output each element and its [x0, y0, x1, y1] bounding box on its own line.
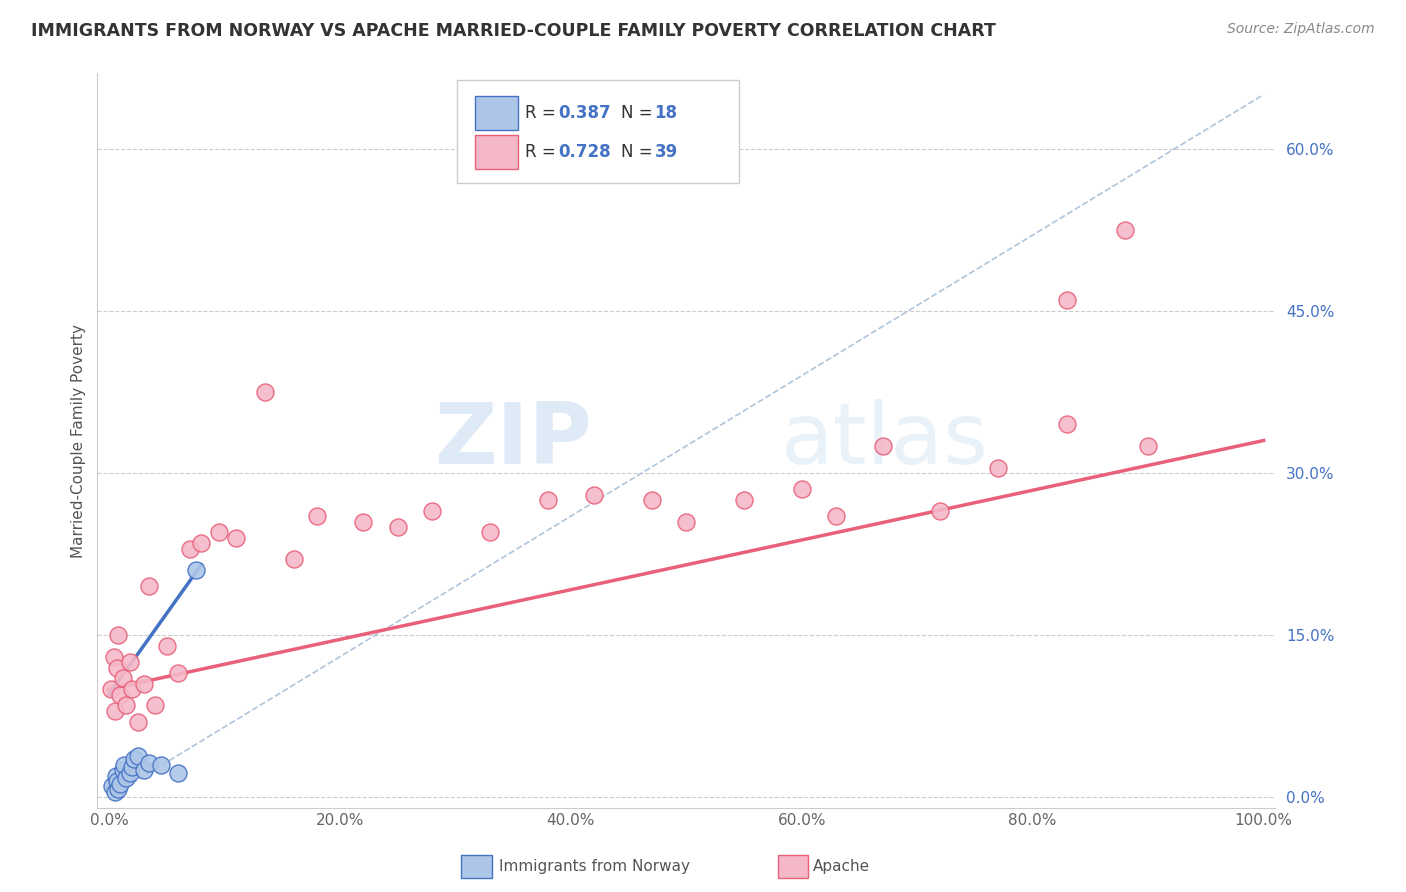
Point: [111, 764, 134, 778]
Point: [101, 780, 124, 794]
Point: [115, 698, 138, 713]
Point: [1137, 439, 1160, 453]
Point: [1114, 223, 1136, 237]
Point: [872, 439, 894, 453]
Point: [138, 756, 160, 770]
Text: IMMIGRANTS FROM NORWAY VS APACHE MARRIED-COUPLE FAMILY POVERTY CORRELATION CHART: IMMIGRANTS FROM NORWAY VS APACHE MARRIED…: [31, 22, 995, 40]
Point: [107, 628, 129, 642]
Y-axis label: Married-Couple Family Poverty: Married-Couple Family Poverty: [72, 324, 86, 558]
Point: [127, 714, 149, 729]
Text: 39: 39: [654, 144, 678, 161]
Point: [118, 655, 141, 669]
Text: 0.387: 0.387: [558, 103, 610, 121]
Point: [105, 660, 128, 674]
FancyBboxPatch shape: [457, 80, 740, 183]
Point: [112, 757, 135, 772]
Point: [100, 682, 122, 697]
Point: [104, 785, 127, 799]
Text: R =: R =: [524, 103, 561, 121]
Point: [107, 781, 129, 796]
Point: [283, 552, 305, 566]
Point: [352, 515, 374, 529]
FancyBboxPatch shape: [475, 135, 517, 169]
Text: Source: ZipAtlas.com: Source: ZipAtlas.com: [1227, 22, 1375, 37]
Text: 18: 18: [654, 103, 678, 121]
Text: atlas: atlas: [780, 399, 988, 482]
Point: [582, 487, 605, 501]
FancyBboxPatch shape: [475, 95, 517, 129]
Point: [167, 665, 190, 680]
Point: [987, 460, 1010, 475]
Point: [124, 752, 146, 766]
Point: [478, 525, 501, 540]
Point: [156, 639, 179, 653]
Point: [1056, 417, 1078, 432]
Text: Immigrants from Norway: Immigrants from Norway: [499, 859, 690, 873]
Point: [118, 766, 141, 780]
Point: [825, 509, 848, 524]
Point: [104, 704, 127, 718]
Point: [103, 649, 125, 664]
Point: [675, 515, 697, 529]
Point: [305, 509, 328, 524]
Text: R =: R =: [524, 144, 561, 161]
Point: [105, 774, 128, 789]
Point: [537, 493, 560, 508]
Text: N =: N =: [621, 103, 658, 121]
Point: [190, 536, 212, 550]
Point: [149, 757, 172, 772]
Point: [138, 579, 160, 593]
Point: [121, 682, 143, 697]
Point: [929, 504, 952, 518]
Point: [207, 525, 229, 540]
Point: [790, 482, 813, 496]
Point: [420, 504, 443, 518]
Point: [1056, 293, 1078, 307]
Point: [115, 771, 138, 785]
Text: ZIP: ZIP: [434, 399, 592, 482]
Point: [143, 698, 166, 713]
Point: [179, 541, 201, 556]
Point: [110, 777, 132, 791]
Point: [127, 749, 149, 764]
Point: [121, 760, 143, 774]
Text: N =: N =: [621, 144, 658, 161]
Text: 0.728: 0.728: [558, 144, 610, 161]
Text: Apache: Apache: [813, 859, 870, 873]
Point: [225, 531, 247, 545]
Point: [167, 766, 190, 780]
Point: [253, 384, 276, 399]
Point: [640, 493, 662, 508]
Point: [132, 764, 155, 778]
Point: [104, 769, 127, 783]
Point: [111, 671, 134, 685]
Point: [387, 520, 409, 534]
Point: [733, 493, 755, 508]
Point: [110, 688, 132, 702]
Point: [132, 677, 155, 691]
Point: [184, 563, 207, 577]
